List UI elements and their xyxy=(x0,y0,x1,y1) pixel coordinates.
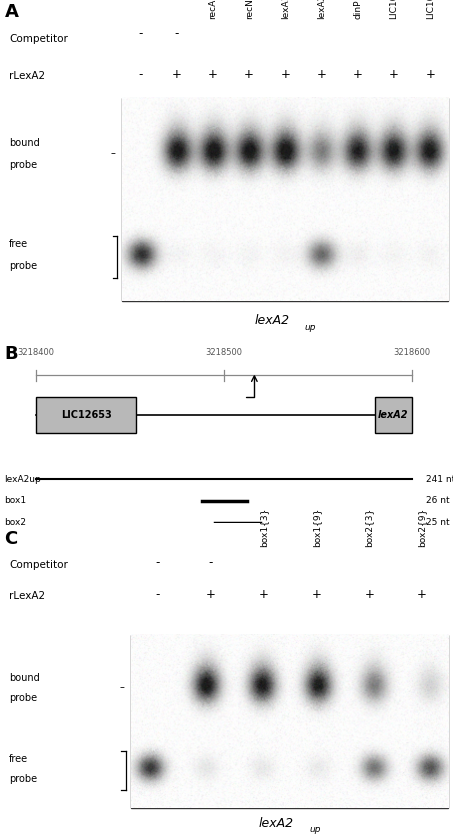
Text: +: + xyxy=(311,589,321,601)
Text: bound: bound xyxy=(9,138,40,148)
Text: free: free xyxy=(9,754,28,764)
Text: 26 nt: 26 nt xyxy=(426,497,449,506)
Text: bound: bound xyxy=(9,673,40,683)
Text: lexA2: lexA2 xyxy=(254,314,289,327)
Text: -: - xyxy=(138,28,143,40)
Text: -: - xyxy=(208,556,213,568)
Text: box1{3}: box1{3} xyxy=(259,507,268,547)
Text: +: + xyxy=(208,68,218,81)
Text: +: + xyxy=(417,589,427,601)
Text: probe: probe xyxy=(9,774,37,784)
Text: rLexA2: rLexA2 xyxy=(9,71,45,81)
Text: Competitor: Competitor xyxy=(9,560,68,570)
Text: A: A xyxy=(5,3,19,22)
Text: 3218400: 3218400 xyxy=(18,348,55,357)
Text: dinP: dinP xyxy=(353,0,362,18)
Text: +: + xyxy=(206,589,216,601)
Text: +: + xyxy=(389,68,399,81)
Text: Competitor: Competitor xyxy=(9,34,68,44)
Text: -: - xyxy=(156,589,160,601)
Text: box2{9}: box2{9} xyxy=(418,507,427,547)
Text: lexA2: lexA2 xyxy=(317,0,326,18)
Bar xyxy=(36,397,136,433)
Text: +: + xyxy=(172,68,182,81)
Text: –: – xyxy=(111,148,116,158)
Text: lexA2: lexA2 xyxy=(378,410,409,420)
Text: probe: probe xyxy=(9,693,37,703)
Text: probe: probe xyxy=(9,160,37,170)
Bar xyxy=(122,98,448,301)
Text: up: up xyxy=(309,825,321,834)
Text: B: B xyxy=(5,344,18,363)
Text: lexA2: lexA2 xyxy=(259,817,294,830)
Text: 3218600: 3218600 xyxy=(394,348,431,357)
Text: recN: recN xyxy=(245,0,254,18)
Text: 3218500: 3218500 xyxy=(206,348,243,357)
Text: +: + xyxy=(353,68,363,81)
Text: recA: recA xyxy=(208,0,217,18)
Bar xyxy=(131,635,448,808)
Text: probe: probe xyxy=(9,262,37,272)
Text: +: + xyxy=(425,68,435,81)
Text: +: + xyxy=(280,68,290,81)
Text: +: + xyxy=(259,589,269,601)
Text: C: C xyxy=(5,530,18,548)
Text: lexA1: lexA1 xyxy=(281,0,290,18)
Text: +: + xyxy=(317,68,327,81)
Text: –: – xyxy=(120,682,125,692)
Text: 25 nt: 25 nt xyxy=(426,518,449,527)
Text: box1: box1 xyxy=(5,497,27,506)
Text: +: + xyxy=(244,68,254,81)
Text: 241 nt: 241 nt xyxy=(426,475,453,484)
Text: LIC12653: LIC12653 xyxy=(61,410,111,420)
Text: -: - xyxy=(156,556,160,568)
Text: box2{3}: box2{3} xyxy=(365,507,374,547)
Text: free: free xyxy=(9,239,28,249)
Text: lexA2up: lexA2up xyxy=(5,475,41,484)
Text: box1{9}: box1{9} xyxy=(312,507,321,547)
Text: up: up xyxy=(304,323,316,332)
Text: box2: box2 xyxy=(5,518,27,527)
Text: -: - xyxy=(138,68,143,81)
Text: +: + xyxy=(364,589,374,601)
Text: rLexA2: rLexA2 xyxy=(9,591,45,601)
Text: LIC10881: LIC10881 xyxy=(426,0,435,18)
Text: LIC10344: LIC10344 xyxy=(390,0,399,18)
Text: -: - xyxy=(174,28,179,40)
Bar xyxy=(375,397,412,433)
